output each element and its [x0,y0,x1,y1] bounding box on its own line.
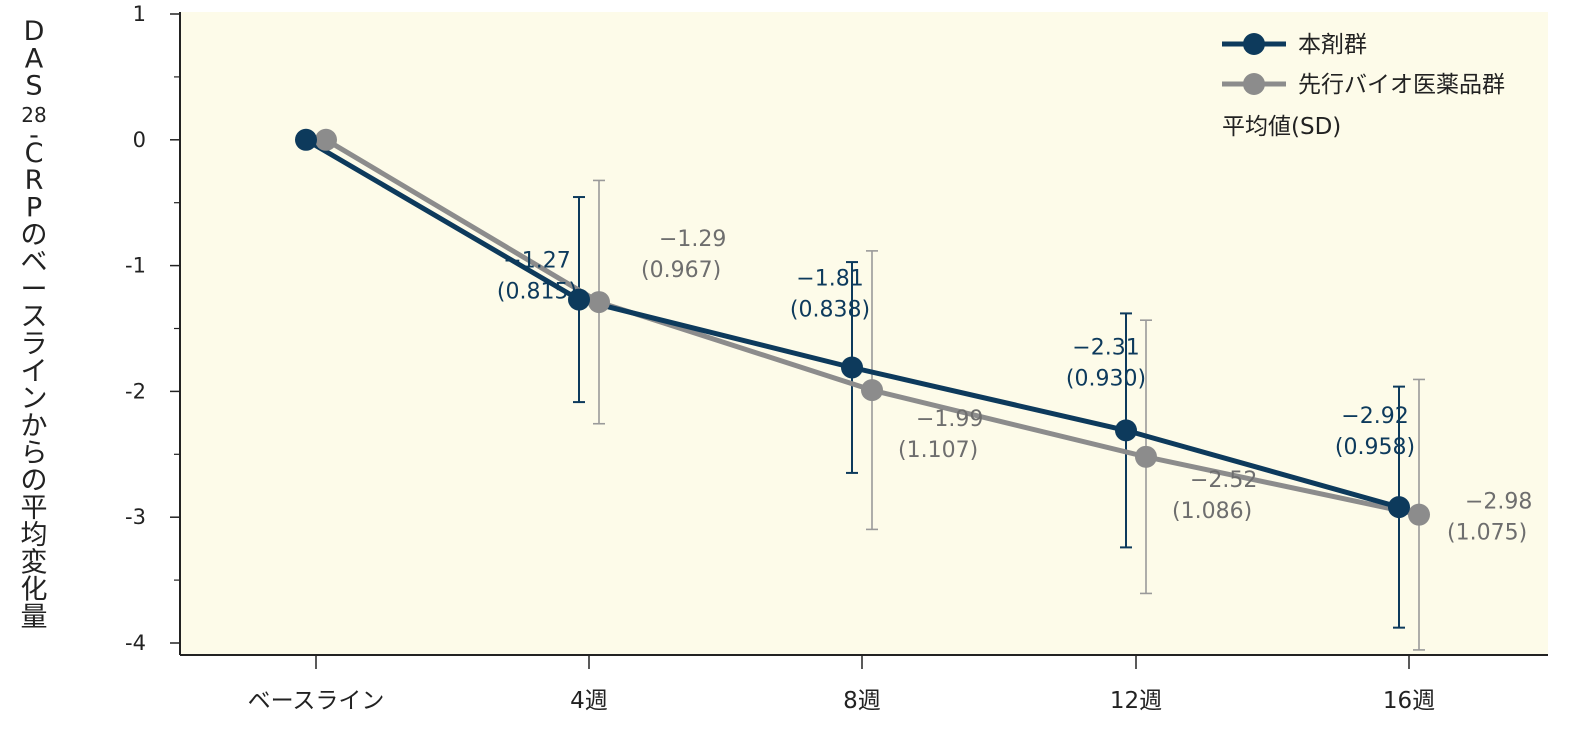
x-tick-label: 16週 [1383,688,1435,714]
y-axis-label-char: C [25,138,44,169]
y-axis-label-char: の [21,466,48,497]
data-label-sd: (1.107) [898,438,978,463]
data-point [861,379,883,402]
y-axis-label-char: 変 [21,547,48,578]
x-tick-label: 12週 [1110,688,1162,714]
data-point [1115,419,1137,442]
data-point [568,288,590,311]
y-axis-label-char: か [21,411,48,442]
y-axis-label-char: - [29,120,39,151]
y-axis-label-char: イ [21,356,48,387]
y-axis-label-char: ラ [21,329,48,360]
y-axis-label-char: の [21,220,48,251]
series-points [295,128,1430,526]
y-axis-label-char: D [24,16,45,47]
y-tick-label: -3 [125,505,146,529]
data-labels: −1.27 (0.815) −1.81 (0.838) −2.31 (0.930) −2.9… [497,227,1533,546]
legend-marker [1243,33,1265,55]
data-label-value: −1.99 [916,407,983,432]
y-axis-label-char: 量 [21,602,48,633]
y-axis-label-char: ン [21,384,48,415]
data-label-value: −2.92 [1341,404,1408,429]
y-axis-label-char: S [25,71,42,102]
legend-marker [1243,73,1265,95]
y-axis-label-char: ら [21,438,48,469]
plot-background [180,12,1548,655]
data-point [1388,496,1410,519]
x-axis-ticks: ベースライン 4週 8週 12週 16週 [248,655,1435,714]
x-tick-label: 4週 [570,688,608,714]
x-tick-label: ベースライン [248,688,385,714]
y-axis-label-char: P [26,193,42,224]
y-axis-label-char: 化 [21,575,48,606]
data-label-value: −2.98 [1465,490,1532,515]
data-point [295,128,317,151]
data-point [1135,445,1157,468]
y-axis-label-char: 28 [21,103,46,127]
legend-note: 平均値(SD) [1222,114,1341,140]
y-axis-label-char: 平 [21,493,48,524]
data-label-value: −2.52 [1190,468,1257,493]
data-label-sd: (0.815) [497,280,577,305]
data-label-sd: (0.958) [1335,435,1415,460]
y-tick-label: 0 [133,128,146,152]
data-label-sd: (1.086) [1172,499,1252,524]
data-label-sd: (1.075) [1447,521,1527,546]
data-point [841,356,863,379]
data-label-sd: (0.838) [790,297,870,322]
legend-label: 本剤群 [1298,32,1367,58]
y-tick-label: 1 [133,2,146,26]
y-axis-label-char: R [25,165,44,196]
data-label-sd: (0.967) [641,258,721,283]
axes [179,12,1548,656]
data-label-value: −1.27 [503,249,570,274]
x-tick-label: 8週 [843,688,881,714]
data-point [315,128,337,151]
y-axis-label-char: A [25,43,44,74]
y-tick-label: -2 [125,379,146,403]
data-label-value: −1.81 [796,266,863,291]
y-axis-ticks: 1 0 -1 -2 -3 -4 [125,2,180,655]
data-point [1408,503,1430,526]
y-axis-label-char: 均 [21,520,48,551]
y-tick-label: -1 [125,254,146,278]
data-label-value: −2.31 [1072,335,1139,360]
y-tick-label: -4 [125,631,146,655]
y-axis-label-char: ス [21,302,48,333]
data-point [588,291,610,314]
legend-label: 先行バイオ医薬品群 [1298,72,1505,98]
data-label-value: −1.29 [659,227,726,252]
y-axis-label-char: ベ [21,247,48,278]
y-axis-label-char: ー [21,274,48,305]
data-label-sd: (0.930) [1066,366,1146,391]
